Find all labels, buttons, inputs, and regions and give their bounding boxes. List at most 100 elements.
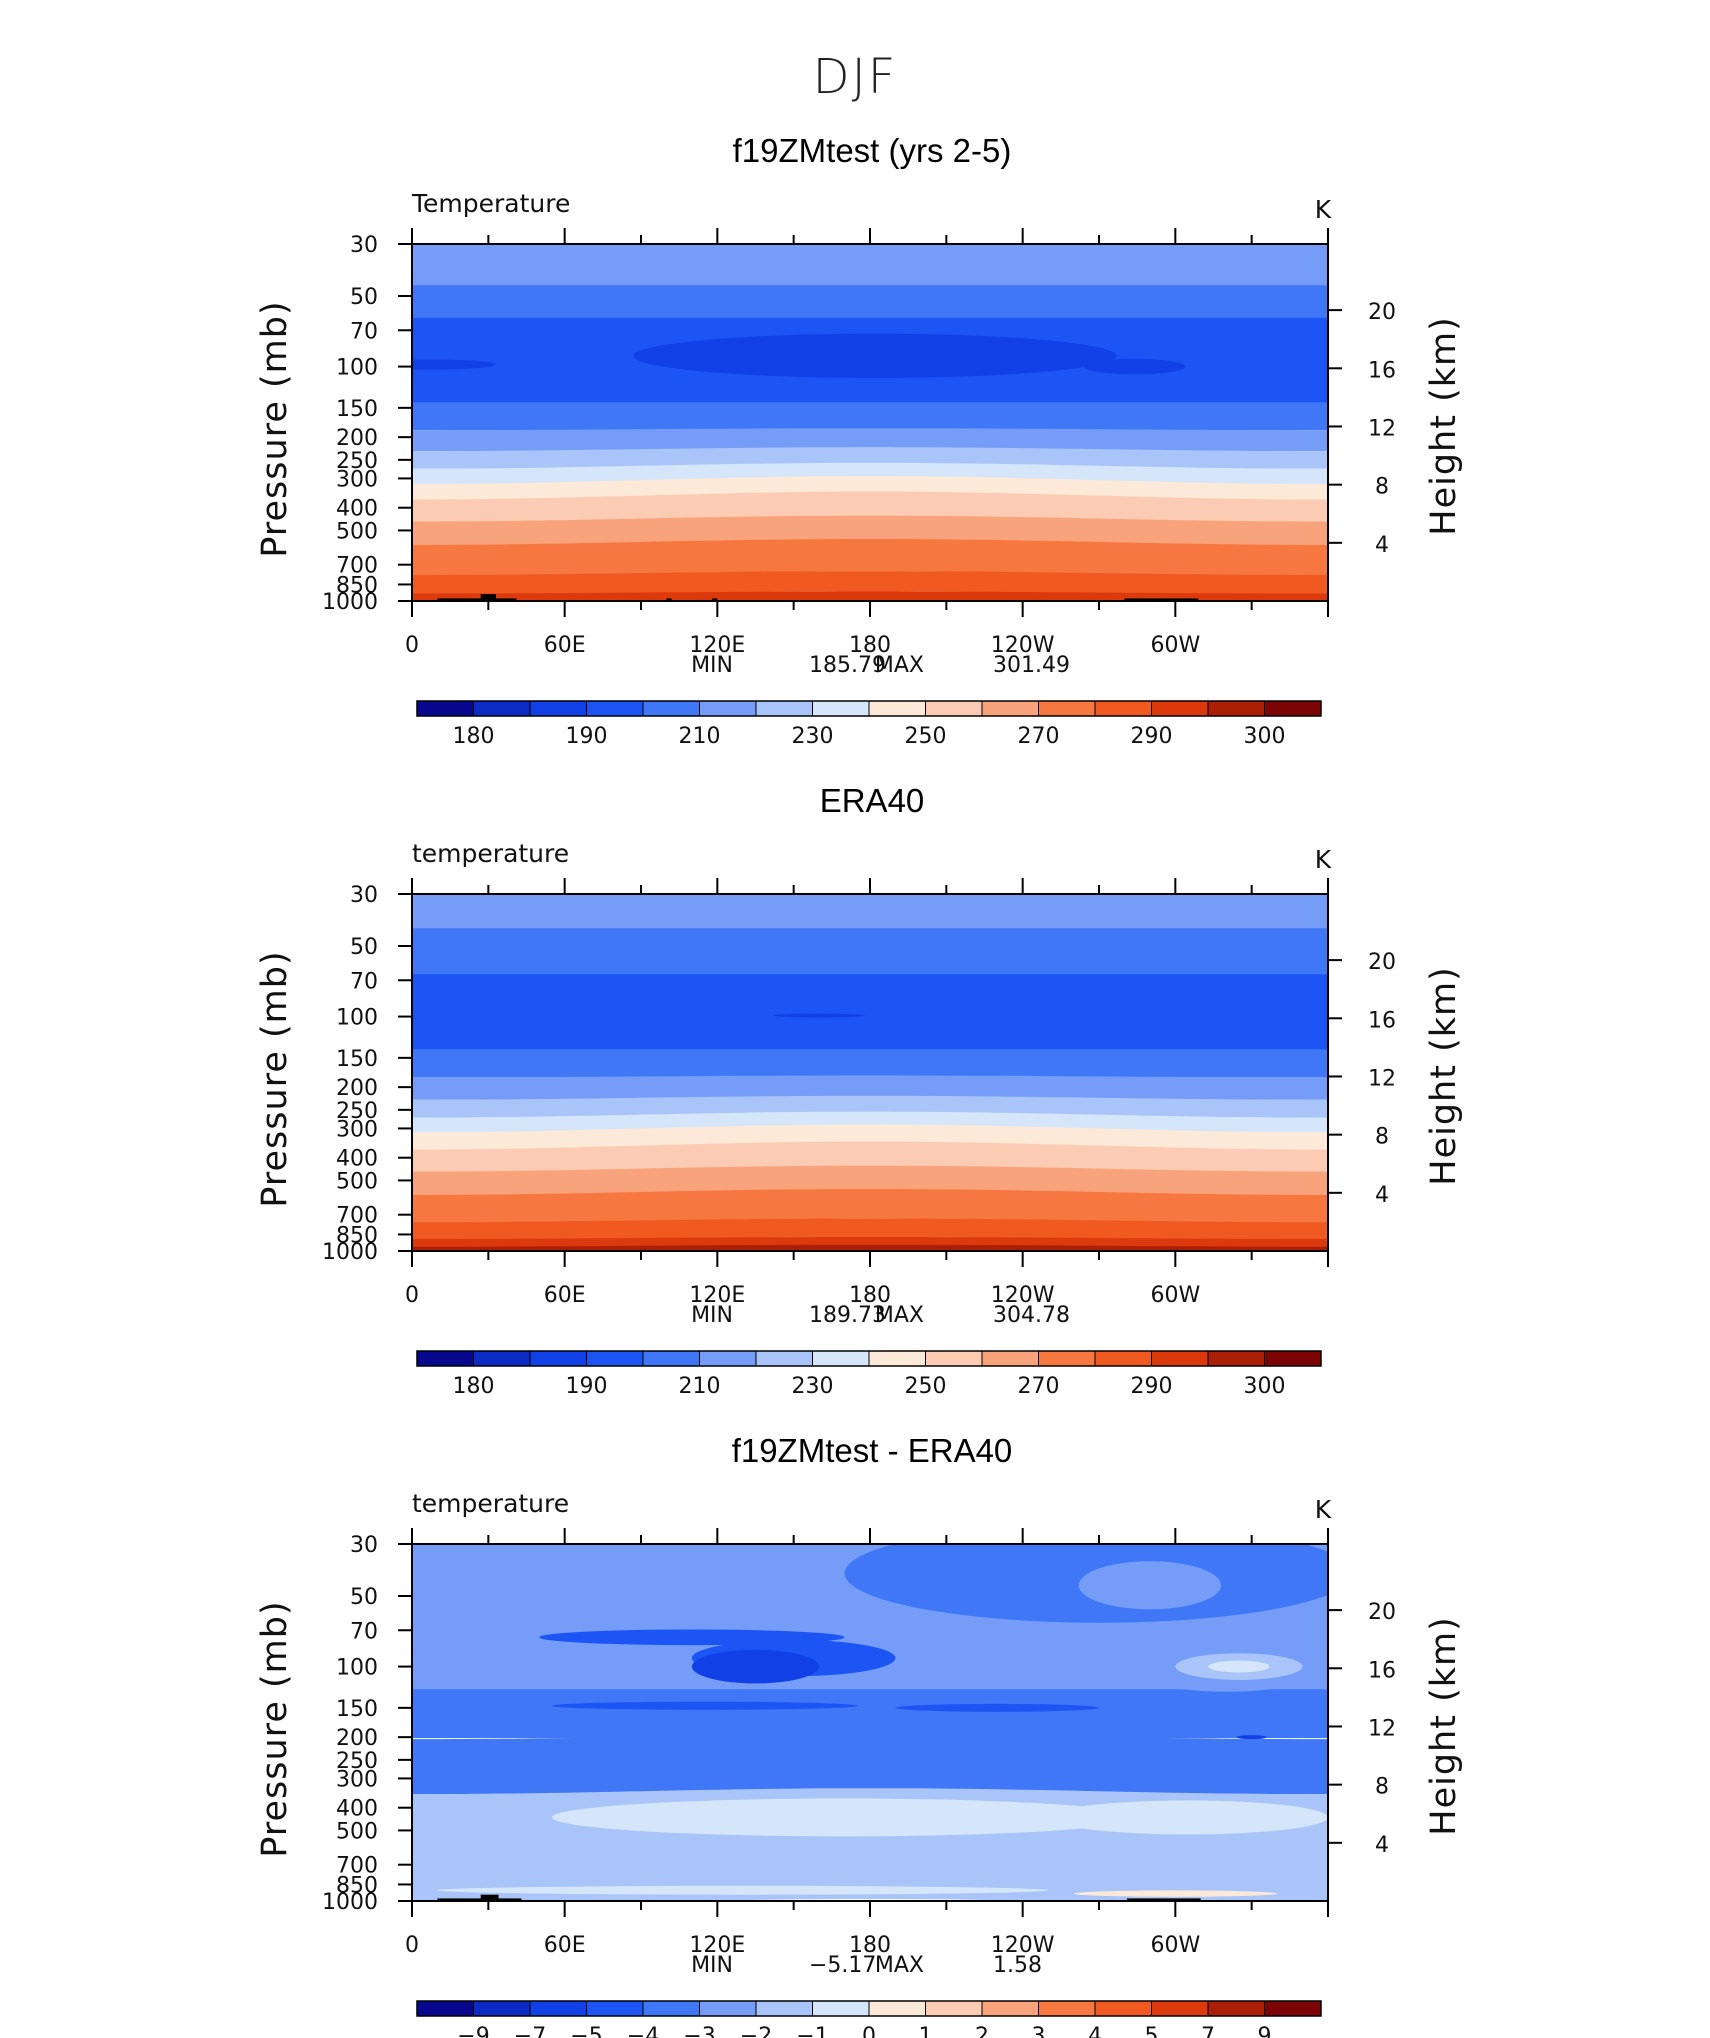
max-label: MAX — [875, 1303, 924, 1328]
colorbar-swatch — [473, 1350, 531, 1367]
colorbar-swatch — [642, 1350, 700, 1367]
y2-tick-label: 20 — [1368, 1600, 1396, 1625]
colorbar-swatch — [868, 700, 926, 717]
contour-band — [412, 1244, 1328, 1251]
y-tick-label: 50 — [350, 935, 378, 960]
contour-band — [412, 1141, 1328, 1174]
x-tick-label: 120E — [689, 633, 745, 658]
contour-region — [920, 1643, 1176, 1686]
y2-tick-label: 20 — [1368, 300, 1396, 325]
y-axis-title: Pressure (mb) — [255, 1600, 295, 1857]
colorbar-label: 290 — [1131, 1374, 1173, 1399]
contour-region — [1208, 1660, 1270, 1673]
y-tick-label: 100 — [336, 356, 378, 381]
min-label: MIN — [691, 1303, 733, 1328]
colorbar-swatch — [925, 1350, 983, 1367]
colorbar-swatch — [416, 1350, 474, 1367]
chart-panel-2: ERA40 temperature K 0 60E 120E 180 120W 60W 30 50 7… — [255, 782, 1464, 1399]
contour-field — [412, 894, 1328, 1251]
y-tick-label: 150 — [336, 1697, 378, 1722]
topography-mask — [437, 1898, 522, 1901]
y2-axis-title: Height (km) — [1424, 966, 1464, 1186]
colorbar-swatch — [416, 700, 474, 717]
contour-band — [412, 928, 1328, 976]
y-tick-label: 70 — [350, 319, 378, 344]
colorbar-swatch — [1038, 2000, 1096, 2017]
y-tick-label: 50 — [350, 285, 378, 310]
contour-region — [633, 333, 1117, 379]
y-axis-title: Pressure (mb) — [255, 300, 295, 557]
contour-band — [412, 476, 1328, 501]
y2-tick-label: 4 — [1375, 1183, 1389, 1208]
colorbar: 180 190 210 230 250 270 290 300 — [416, 1350, 1322, 1399]
max-value: 301.49 — [993, 653, 1070, 678]
colorbar-swatch — [1094, 2000, 1152, 2017]
colorbar-swatch — [473, 700, 531, 717]
min-value: 189.73 — [809, 1303, 886, 1328]
colorbar-label: −7 — [514, 2024, 546, 2038]
y-tick-label: 300 — [336, 467, 378, 492]
units-label: K — [1315, 195, 1332, 224]
colorbar-swatch — [1151, 700, 1209, 717]
contour-region — [1078, 1561, 1222, 1610]
y2-tick-label: 16 — [1368, 358, 1396, 383]
colorbar-frame — [416, 2000, 1322, 2017]
colorbar: 180 190 210 230 250 270 290 300 — [416, 700, 1322, 749]
colorbar-frame — [416, 1350, 1322, 1367]
y-tick-label: 100 — [336, 1006, 378, 1031]
x-tick-label: 180 — [849, 1283, 891, 1308]
topography-mask — [437, 598, 517, 601]
contour-band — [412, 402, 1328, 431]
y2-tick-label: 8 — [1375, 1775, 1389, 1800]
contour-band — [412, 894, 1328, 930]
colorbar-label: −3 — [683, 2024, 715, 2038]
colorbar-label: 7 — [1201, 2024, 1215, 2038]
contour-band — [412, 1189, 1328, 1225]
colorbar-swatch — [1151, 1350, 1209, 1367]
colorbar-swatch — [755, 700, 813, 717]
colorbar-label: 1 — [919, 2024, 933, 2038]
y-tick-label: 30 — [350, 883, 378, 908]
contour-band — [412, 244, 1328, 287]
contour-region — [1048, 1800, 1328, 1835]
y-tick-label: 700 — [336, 554, 378, 579]
contour-region — [895, 1703, 1099, 1712]
contour-band — [412, 974, 1328, 1051]
y-tick-label: 1000 — [322, 1240, 378, 1265]
topography-mask — [712, 598, 718, 601]
x-tick-label: 60W — [1150, 1283, 1200, 1308]
y-tick-label: 150 — [336, 397, 378, 422]
colorbar-label: 3 — [1032, 2024, 1046, 2038]
y2-tick-label: 8 — [1375, 1125, 1389, 1150]
colorbar-frame — [416, 700, 1322, 717]
contour-band — [412, 1075, 1328, 1100]
y-tick-label: 700 — [336, 1854, 378, 1879]
colorbar-label: 230 — [792, 1374, 834, 1399]
colorbar-swatch — [925, 700, 983, 717]
topography-mask — [666, 598, 672, 601]
contour-band — [412, 491, 1328, 524]
topography-mask — [1126, 1898, 1201, 1901]
y2-tick-label: 12 — [1368, 416, 1396, 441]
colorbar-swatch — [642, 700, 700, 717]
contour-band — [412, 1237, 1328, 1248]
colorbar-label: 9 — [1258, 2024, 1272, 2038]
x-tick-label: 60E — [544, 633, 586, 658]
colorbar-swatch — [529, 2000, 587, 2017]
colorbar-label: 290 — [1131, 724, 1173, 749]
contour-region — [551, 1701, 858, 1710]
x-tick-label: 60E — [544, 1933, 586, 1958]
y-tick-label: 200 — [336, 426, 378, 451]
panel-title: f19ZMtest (yrs 2-5) — [733, 132, 1012, 169]
y-axis-title: Pressure (mb) — [255, 950, 295, 1207]
colorbar: −9 −7 −5 −4 −3 −2 −1 0 1 2 3 4 5 7 9 — [416, 2000, 1322, 2038]
colorbar-swatch — [1094, 700, 1152, 717]
units-label: K — [1315, 1495, 1332, 1524]
colorbar-label: 270 — [1018, 724, 1060, 749]
colorbar-label: 5 — [1145, 2024, 1159, 2038]
colorbar-swatch — [868, 1350, 926, 1367]
colorbar-label: −1 — [796, 2024, 828, 2038]
x-tick-label: 0 — [405, 1933, 419, 1958]
contour-band — [412, 1218, 1328, 1241]
